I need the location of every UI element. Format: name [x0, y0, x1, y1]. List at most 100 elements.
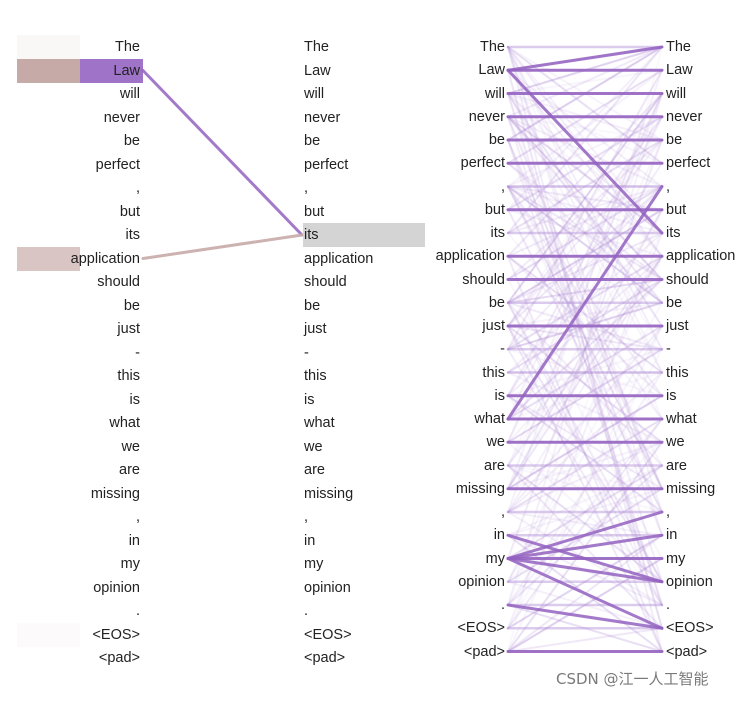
token-left-col1: will [119, 86, 140, 102]
token-right-col1: is [494, 387, 505, 404]
token-left-col1: in [128, 532, 140, 549]
token-left-col2: my [304, 556, 324, 572]
attention-link-faint [507, 348, 663, 397]
attention-link-faint [507, 115, 663, 141]
attention-link-faint [507, 185, 663, 258]
token-right-col2: is [666, 387, 677, 404]
token-left-col2: never [304, 109, 341, 126]
attention-link-strong [506, 185, 664, 421]
token-left-col1: this [117, 368, 140, 384]
attention-link-faint [507, 185, 663, 397]
token-left-col2: are [304, 462, 325, 478]
token-right-col1: its [490, 225, 506, 241]
token-left-col2: is [304, 391, 315, 408]
attention-link-faint [507, 255, 663, 653]
attention-link-faint [507, 301, 663, 467]
token-left-col1: , [135, 509, 140, 525]
token-right-col2: this [666, 364, 689, 381]
token-left-col2: but [304, 203, 325, 220]
attention-link-faint [507, 185, 663, 490]
attention-link-faint [507, 301, 663, 327]
attention-link-faint [507, 325, 663, 583]
attention-link-faint [507, 627, 663, 653]
attention-bar-left [17, 622, 80, 647]
token-left-col2: be [304, 133, 321, 149]
token-left-col2: will [304, 86, 325, 102]
token-right-col2: opinion [666, 573, 713, 590]
attention-link-faint [507, 185, 663, 351]
token-left-col1: - [135, 344, 140, 361]
token-right-col2: never [666, 108, 703, 125]
token-right-col1: , [500, 178, 505, 195]
token-right-col2: will [666, 85, 687, 102]
attention-link-faint [507, 208, 663, 606]
attention-link-faint [507, 394, 663, 606]
token-left-col2: we [304, 438, 323, 455]
attention-link-faint [507, 278, 663, 444]
token-left-col1: be [123, 297, 140, 314]
token-right-col1: be [488, 132, 505, 148]
token-right-col2: be [666, 132, 683, 148]
attention-link-faint [507, 115, 663, 234]
token-left-col2: should [304, 274, 347, 290]
attention-link-faint [507, 92, 663, 490]
attention-link-faint [507, 139, 663, 606]
token-left-col1: be [123, 133, 140, 149]
attention-link-mid [507, 139, 663, 234]
attention-link-faint [507, 208, 663, 467]
token-left-col2: what [304, 415, 335, 431]
token-right-col1: what [474, 411, 505, 427]
attention-link-faint [507, 232, 663, 490]
token-left-col2: . [304, 603, 309, 619]
token-left-col1: are [119, 462, 140, 478]
token-right-col2: <pad> [666, 643, 708, 660]
token-left-col1: <EOS> [92, 626, 140, 643]
attention-link-mid [507, 185, 663, 304]
token-right-col1: missing [455, 480, 505, 497]
token-left-col1: should [97, 274, 140, 290]
attention-link-mid [507, 534, 663, 630]
token-right-col1: <EOS> [457, 620, 505, 637]
attention-link-faint [507, 92, 663, 304]
token-right-col1: just [482, 318, 505, 334]
attention-link-mid [507, 185, 663, 281]
token-right-col1: never [468, 108, 505, 125]
token-left-col2: <EOS> [304, 626, 352, 643]
token-right-col2: - [666, 341, 671, 358]
attention-link-faint [507, 301, 663, 606]
attention-link-strong [506, 45, 664, 72]
attention-link-faint [507, 464, 663, 490]
token-right-col2: . [666, 597, 671, 613]
attention-link-faint [507, 371, 663, 444]
token-right-col1: The [480, 39, 505, 55]
token-right-col2: what [666, 411, 697, 427]
attention-link-faint [507, 92, 663, 606]
attention-link-faint [507, 278, 663, 304]
attention-bar-left [17, 35, 80, 59]
query-token-highlight [303, 223, 425, 247]
token-right-col2: perfect [666, 155, 711, 172]
attention-bar-right [80, 58, 143, 83]
token-right-col1: <pad> [463, 643, 505, 660]
attention-link-strong [506, 557, 664, 584]
attention-link-faint [507, 534, 663, 630]
attention-link-mid [507, 464, 663, 583]
token-right-col2: The [666, 39, 691, 55]
attention-bar-left [17, 246, 80, 271]
attention-link-faint [507, 441, 663, 513]
token-right-col2: should [666, 271, 709, 288]
token-left-col1: . [135, 603, 140, 619]
attention-link-faint [507, 139, 663, 490]
attention-link-mid [507, 115, 663, 234]
attention-link-strong [506, 510, 664, 560]
attention-link-faint [507, 69, 663, 188]
token-left-col1: but [119, 203, 140, 220]
token-left-col1: application [70, 250, 140, 267]
token-left-col2: , [304, 180, 309, 196]
attention-link-faint [507, 92, 663, 444]
attention-link-faint [507, 115, 663, 281]
attention-link-strong [506, 533, 664, 584]
token-left-col1: its [125, 227, 141, 243]
token-right-col1: are [484, 457, 505, 474]
